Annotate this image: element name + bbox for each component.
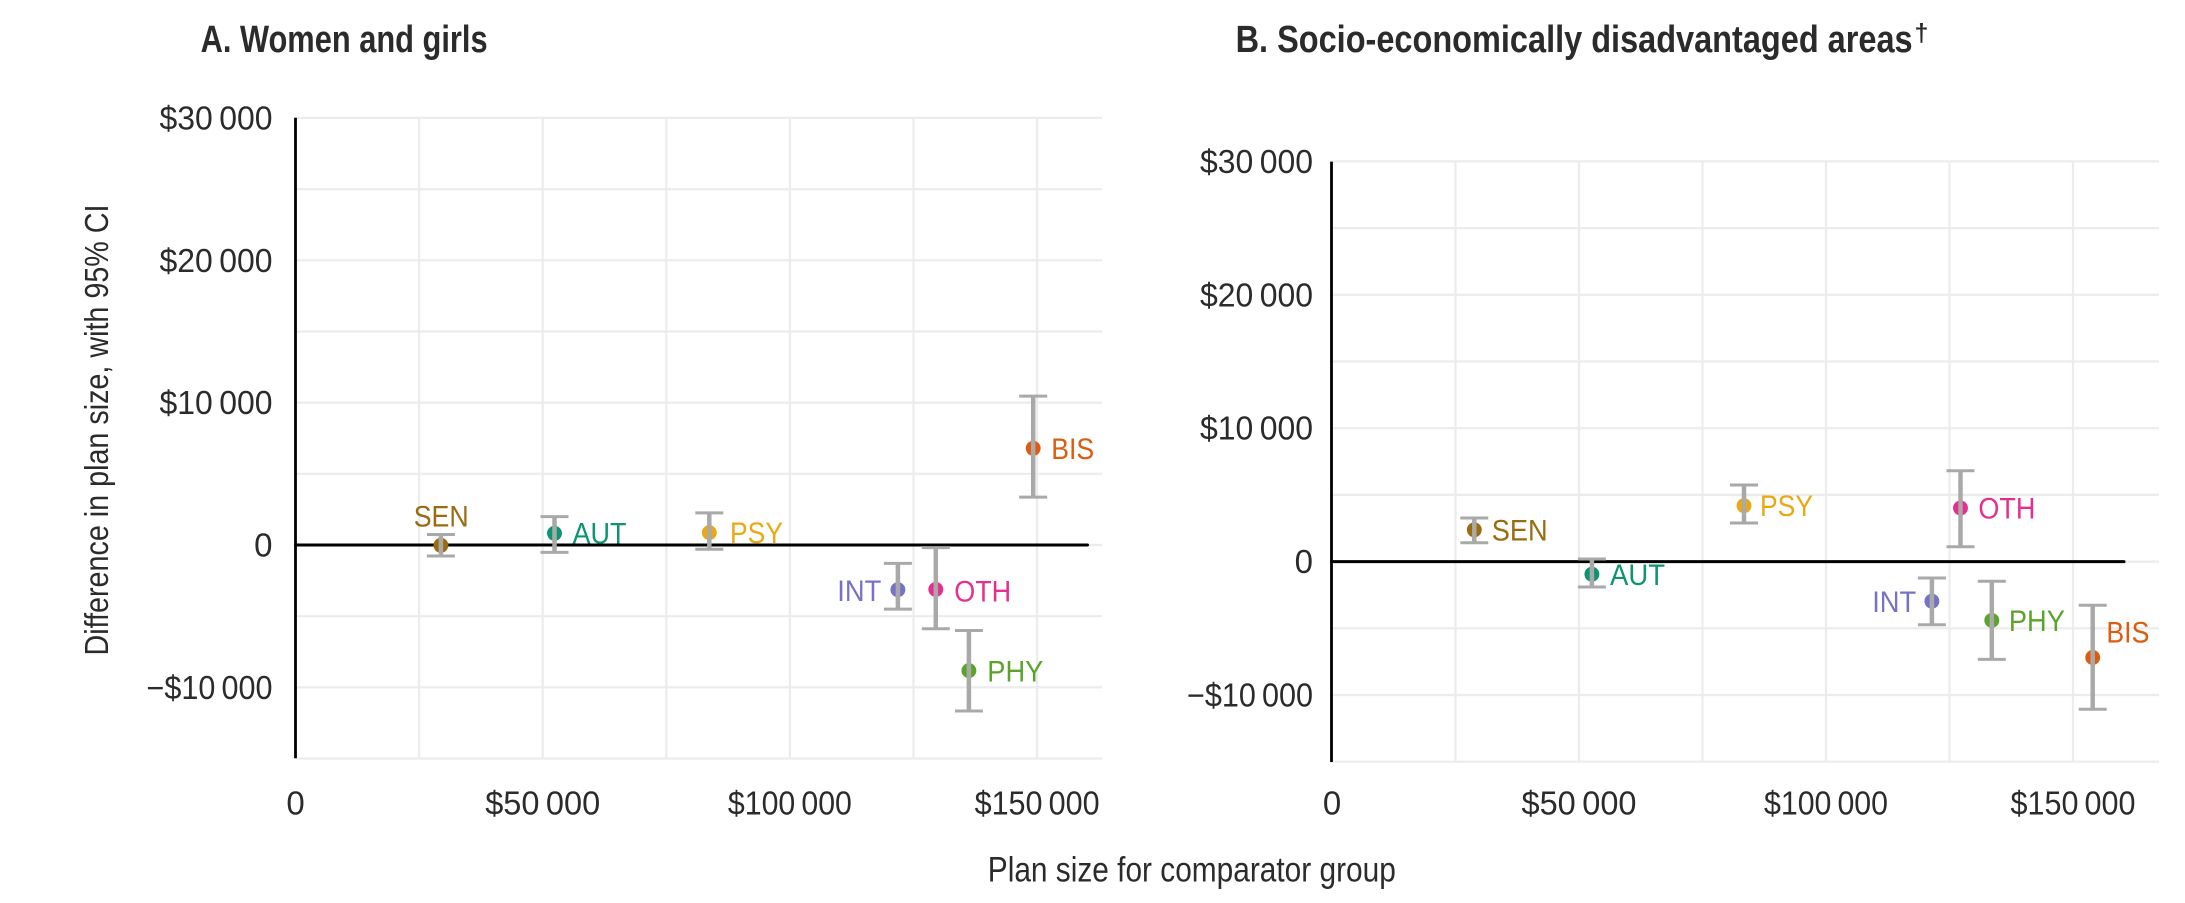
svg-text:$50 000: $50 000 — [1522, 785, 1637, 822]
svg-text:PSY: PSY — [730, 517, 783, 550]
svg-text:$10 000: $10 000 — [1200, 410, 1313, 447]
svg-text:SEN: SEN — [414, 501, 469, 534]
svg-text:AUT: AUT — [1610, 559, 1665, 592]
svg-text:PHY: PHY — [2009, 605, 2065, 638]
svg-text:PHY: PHY — [987, 656, 1043, 689]
svg-text:$20 000: $20 000 — [1200, 276, 1313, 313]
svg-text:$10 000: $10 000 — [160, 384, 273, 421]
svg-text:0: 0 — [254, 527, 272, 564]
svg-text:$100 000: $100 000 — [1764, 785, 1888, 822]
svg-text:$20 000: $20 000 — [160, 242, 273, 279]
svg-text:0: 0 — [286, 785, 304, 822]
svg-text:SEN: SEN — [1492, 514, 1548, 547]
svg-text:$150 000: $150 000 — [2011, 785, 2136, 822]
svg-text:OTH: OTH — [954, 575, 1011, 608]
svg-text:$100 000: $100 000 — [728, 785, 852, 822]
svg-text:PSY: PSY — [1760, 490, 1813, 523]
svg-text:BIS: BIS — [1051, 433, 1094, 466]
svg-text:AUT: AUT — [573, 517, 627, 550]
svg-text:0: 0 — [1295, 543, 1313, 580]
svg-text:$30 000: $30 000 — [160, 99, 273, 136]
svg-text:Plan size for comparator group: Plan size for comparator group — [988, 851, 1396, 890]
svg-text:0: 0 — [1323, 785, 1341, 822]
svg-text:INT: INT — [1872, 586, 1916, 619]
svg-text:INT: INT — [837, 575, 881, 608]
svg-text:†: † — [1915, 19, 1929, 47]
svg-text:−$10 000: −$10 000 — [147, 669, 273, 706]
svg-text:$150 000: $150 000 — [975, 785, 1100, 822]
svg-text:A. Women and girls: A. Women and girls — [201, 19, 488, 61]
svg-text:OTH: OTH — [1978, 492, 2035, 525]
svg-text:B. Socio-economically disadvan: B. Socio-economically disadvantaged area… — [1236, 19, 1913, 61]
svg-text:$30 000: $30 000 — [1200, 143, 1313, 180]
svg-text:Difference in plan size, with: Difference in plan size, with 95% CI — [78, 205, 115, 656]
svg-text:$50 000: $50 000 — [485, 785, 600, 822]
svg-text:−$10 000: −$10 000 — [1187, 677, 1313, 714]
svg-text:BIS: BIS — [2106, 616, 2149, 649]
